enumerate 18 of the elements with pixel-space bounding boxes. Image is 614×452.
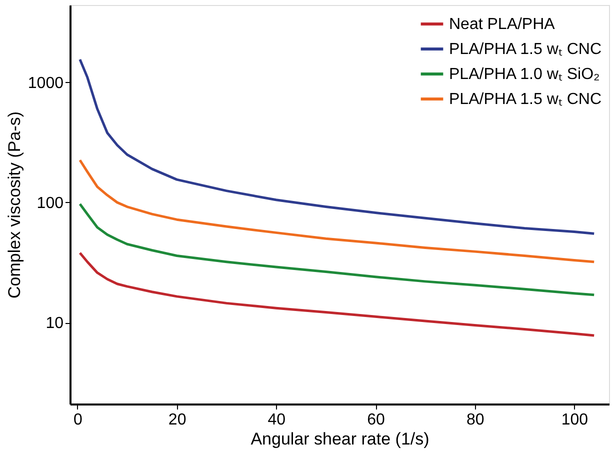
x-tick-label: 100 xyxy=(561,412,588,428)
y-tick-label: 100 xyxy=(36,194,64,212)
x-tick-label: 0 xyxy=(74,412,82,428)
legend-label: PLA/PHA 1.0 wₜ SiO₂ xyxy=(449,66,600,83)
x-tick-label: 60 xyxy=(367,412,386,428)
legend-label: PLA/PHA 1.5 wₜ CNC xyxy=(449,41,602,58)
y-axis-title: Complex viscosity (Pa-s) xyxy=(4,111,24,299)
line-series xyxy=(78,158,596,264)
x-tick-label: 80 xyxy=(466,412,484,428)
x-axis-title: Angular shear rate (1/s) xyxy=(250,430,430,448)
x-tick-label: 40 xyxy=(268,412,286,428)
x-tick-label: 20 xyxy=(168,412,186,428)
y-tick-label: 1000 xyxy=(28,74,64,92)
line-series xyxy=(78,252,596,337)
y-tick-label: 10 xyxy=(46,315,64,332)
line-series xyxy=(78,202,596,296)
legend-label: PLA/PHA 1.5 wₜ CNC xyxy=(449,91,602,108)
legend-label: Neat PLA/PHA xyxy=(449,16,556,33)
